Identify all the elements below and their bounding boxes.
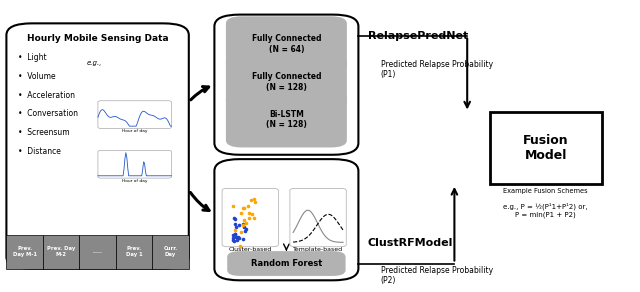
Point	[239, 225, 249, 230]
FancyBboxPatch shape	[226, 54, 347, 110]
Point	[247, 211, 257, 216]
Point	[243, 204, 253, 208]
Bar	[43, 235, 79, 269]
Bar	[6, 235, 43, 269]
Point	[228, 238, 239, 243]
Point	[231, 224, 241, 229]
Point	[241, 226, 252, 231]
Text: e.g.,: e.g.,	[86, 60, 102, 66]
Point	[239, 206, 249, 210]
FancyBboxPatch shape	[98, 101, 172, 128]
Text: Hour of day: Hour of day	[122, 129, 147, 133]
Point	[244, 211, 254, 216]
FancyBboxPatch shape	[222, 188, 278, 247]
FancyBboxPatch shape	[227, 251, 346, 276]
Point	[246, 197, 256, 202]
Text: •  Conversation: • Conversation	[18, 110, 78, 119]
Point	[230, 232, 241, 236]
Point	[232, 238, 242, 242]
Point	[249, 215, 259, 220]
Text: Hour of day: Hour of day	[122, 179, 147, 183]
Point	[248, 197, 259, 201]
Text: Fully Connected
(N = 64): Fully Connected (N = 64)	[252, 34, 321, 54]
Text: Fully Connected
(N = 128): Fully Connected (N = 128)	[252, 72, 321, 92]
Text: Example Fusion Schemes: Example Fusion Schemes	[503, 188, 588, 194]
FancyBboxPatch shape	[6, 23, 189, 269]
FancyBboxPatch shape	[226, 16, 347, 72]
Point	[238, 223, 248, 227]
Text: •  Volume: • Volume	[18, 72, 56, 81]
Point	[234, 236, 244, 241]
Text: Template-based
features: Template-based features	[293, 247, 343, 258]
Point	[230, 221, 241, 226]
Point	[228, 204, 238, 208]
Point	[230, 217, 241, 222]
Text: Curr.
Day: Curr. Day	[163, 246, 178, 257]
Point	[236, 211, 246, 216]
Point	[232, 234, 243, 239]
Text: •  Screensum: • Screensum	[18, 128, 70, 138]
FancyBboxPatch shape	[290, 188, 346, 247]
Point	[230, 228, 240, 233]
Text: Fusion
Model: Fusion Model	[523, 134, 568, 162]
Point	[228, 232, 239, 237]
Bar	[79, 235, 116, 269]
Bar	[152, 235, 189, 269]
Point	[234, 223, 244, 228]
Text: •  Distance: • Distance	[18, 147, 61, 157]
Text: Cluster-based
features: Cluster-based features	[228, 247, 272, 258]
Text: .....: .....	[93, 249, 102, 254]
Point	[250, 199, 260, 204]
Point	[228, 236, 238, 241]
Text: Prev.
Day 1: Prev. Day 1	[125, 246, 143, 257]
Text: Random Forest: Random Forest	[251, 259, 322, 268]
Text: •  Light: • Light	[18, 53, 47, 62]
Point	[229, 216, 239, 220]
Text: Prev.
Day M-1: Prev. Day M-1	[13, 246, 36, 257]
Point	[244, 216, 254, 221]
Text: RelapsePredNet: RelapsePredNet	[368, 31, 468, 41]
FancyBboxPatch shape	[490, 112, 602, 184]
Point	[240, 229, 250, 234]
Text: Prev. Day
M-2: Prev. Day M-2	[47, 246, 76, 257]
Bar	[116, 235, 152, 269]
Point	[241, 221, 251, 225]
Text: ClustRFModel: ClustRFModel	[368, 238, 453, 248]
Text: •  Acceleration: • Acceleration	[18, 91, 75, 100]
Text: Predicted Relapse Probability
(P2): Predicted Relapse Probability (P2)	[381, 266, 493, 285]
Text: Predicted Relapse Probability
(P1): Predicted Relapse Probability (P1)	[381, 60, 493, 79]
Point	[231, 235, 241, 240]
Point	[235, 244, 245, 248]
Point	[230, 232, 241, 236]
Point	[237, 236, 248, 241]
FancyBboxPatch shape	[98, 150, 172, 178]
FancyBboxPatch shape	[226, 92, 347, 147]
Point	[236, 229, 246, 234]
FancyBboxPatch shape	[214, 159, 358, 280]
FancyBboxPatch shape	[214, 15, 358, 155]
Text: Bi-LSTM
(N = 128): Bi-LSTM (N = 128)	[266, 110, 307, 129]
Text: e.g., P = ½(P¹1+P¹2) or,
P = min(P1 + P2): e.g., P = ½(P¹1+P¹2) or, P = min(P1 + P2…	[503, 203, 588, 218]
Point	[237, 206, 248, 210]
Point	[238, 222, 248, 227]
Point	[239, 217, 249, 222]
Point	[228, 237, 239, 242]
Text: Hourly Mobile Sensing Data: Hourly Mobile Sensing Data	[27, 34, 168, 43]
